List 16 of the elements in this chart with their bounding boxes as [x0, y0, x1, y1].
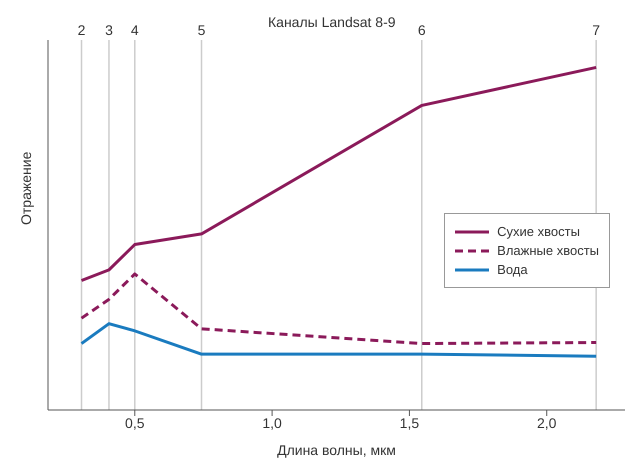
text: 4: [130, 22, 139, 38]
x-tick-label: 1,0: [262, 414, 282, 431]
legend-label: Вода: [497, 262, 528, 277]
text: 2: [78, 22, 86, 38]
text: 7: [592, 22, 600, 38]
x-tick-label: 0,5: [125, 414, 145, 431]
legend-label: Влажные хвосты: [497, 243, 599, 258]
x-tick-label: 1,5: [400, 414, 420, 431]
text: Каналы Landsat 8-9: [268, 14, 396, 30]
text: 3: [105, 22, 114, 38]
legend-label: Сухие хвосты: [497, 224, 580, 239]
text: 6: [418, 22, 426, 38]
x-tick-label: 2,0: [536, 414, 557, 431]
x-axis-title: Длина волны, мкм: [277, 442, 396, 458]
text: 5: [198, 22, 206, 38]
y-axis-title: Отражение: [18, 151, 34, 225]
